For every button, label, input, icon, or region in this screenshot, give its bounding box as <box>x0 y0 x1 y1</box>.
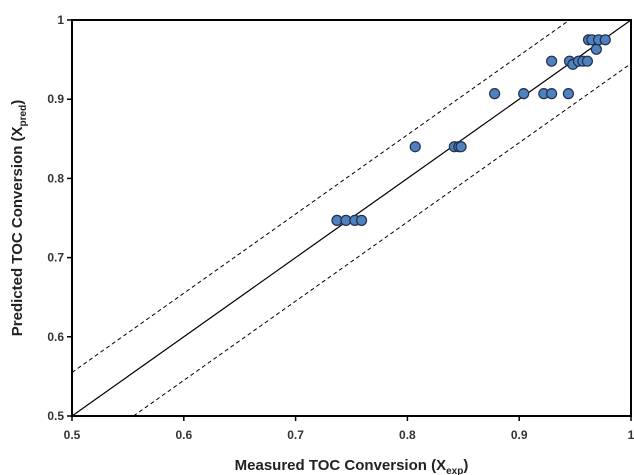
x-axis-title: Measured TOC Conversion (Xexp) <box>235 457 469 475</box>
x-axis-title-main: Measured TOC Conversion (X <box>235 457 446 474</box>
data-point <box>518 88 530 100</box>
y-tick-label: 0.8 <box>47 171 64 185</box>
x-tick-label: 0.9 <box>511 428 528 442</box>
x-axis-title-close: ) <box>463 457 468 474</box>
y-tick-label: 0.5 <box>47 409 64 423</box>
x-axis-title-subscript: exp <box>446 466 463 475</box>
y-axis-title-subscript: pred <box>18 105 29 127</box>
y-axis-ticks: 0.5 0.6 0.7 0.8 0.9 1 <box>47 13 72 423</box>
data-point <box>546 55 558 67</box>
reference-line-upper-bound <box>72 20 571 373</box>
y-axis-title: Predicted TOC Conversion (Xpred) <box>9 100 29 336</box>
data-point <box>590 43 602 55</box>
data-point <box>355 214 368 226</box>
x-axis-ticks: 0.5 0.6 0.7 0.8 0.9 1 <box>64 416 634 442</box>
y-axis-title-main: Predicted TOC Conversion (X <box>9 126 26 336</box>
data-point <box>409 141 421 153</box>
x-tick-label: 0.6 <box>175 428 192 442</box>
data-point <box>581 55 593 67</box>
data-point <box>489 88 501 100</box>
data-point <box>599 34 611 46</box>
data-point <box>546 88 558 100</box>
x-tick-label: 0.7 <box>287 428 304 442</box>
y-tick-label: 0.6 <box>47 330 64 344</box>
y-tick-label: 1 <box>57 13 64 27</box>
y-tick-label: 0.9 <box>47 92 64 106</box>
reference-line-lower-bound <box>133 63 631 416</box>
y-axis-title-close: ) <box>9 100 26 105</box>
x-tick-label: 0.8 <box>399 428 416 442</box>
x-tick-label: 0.5 <box>64 428 81 442</box>
data-point <box>455 141 467 153</box>
y-tick-label: 0.7 <box>47 251 64 265</box>
data-points <box>331 34 611 226</box>
data-point <box>562 88 574 100</box>
x-tick-label: 1 <box>628 428 634 442</box>
plot-area-frame <box>71 19 632 417</box>
